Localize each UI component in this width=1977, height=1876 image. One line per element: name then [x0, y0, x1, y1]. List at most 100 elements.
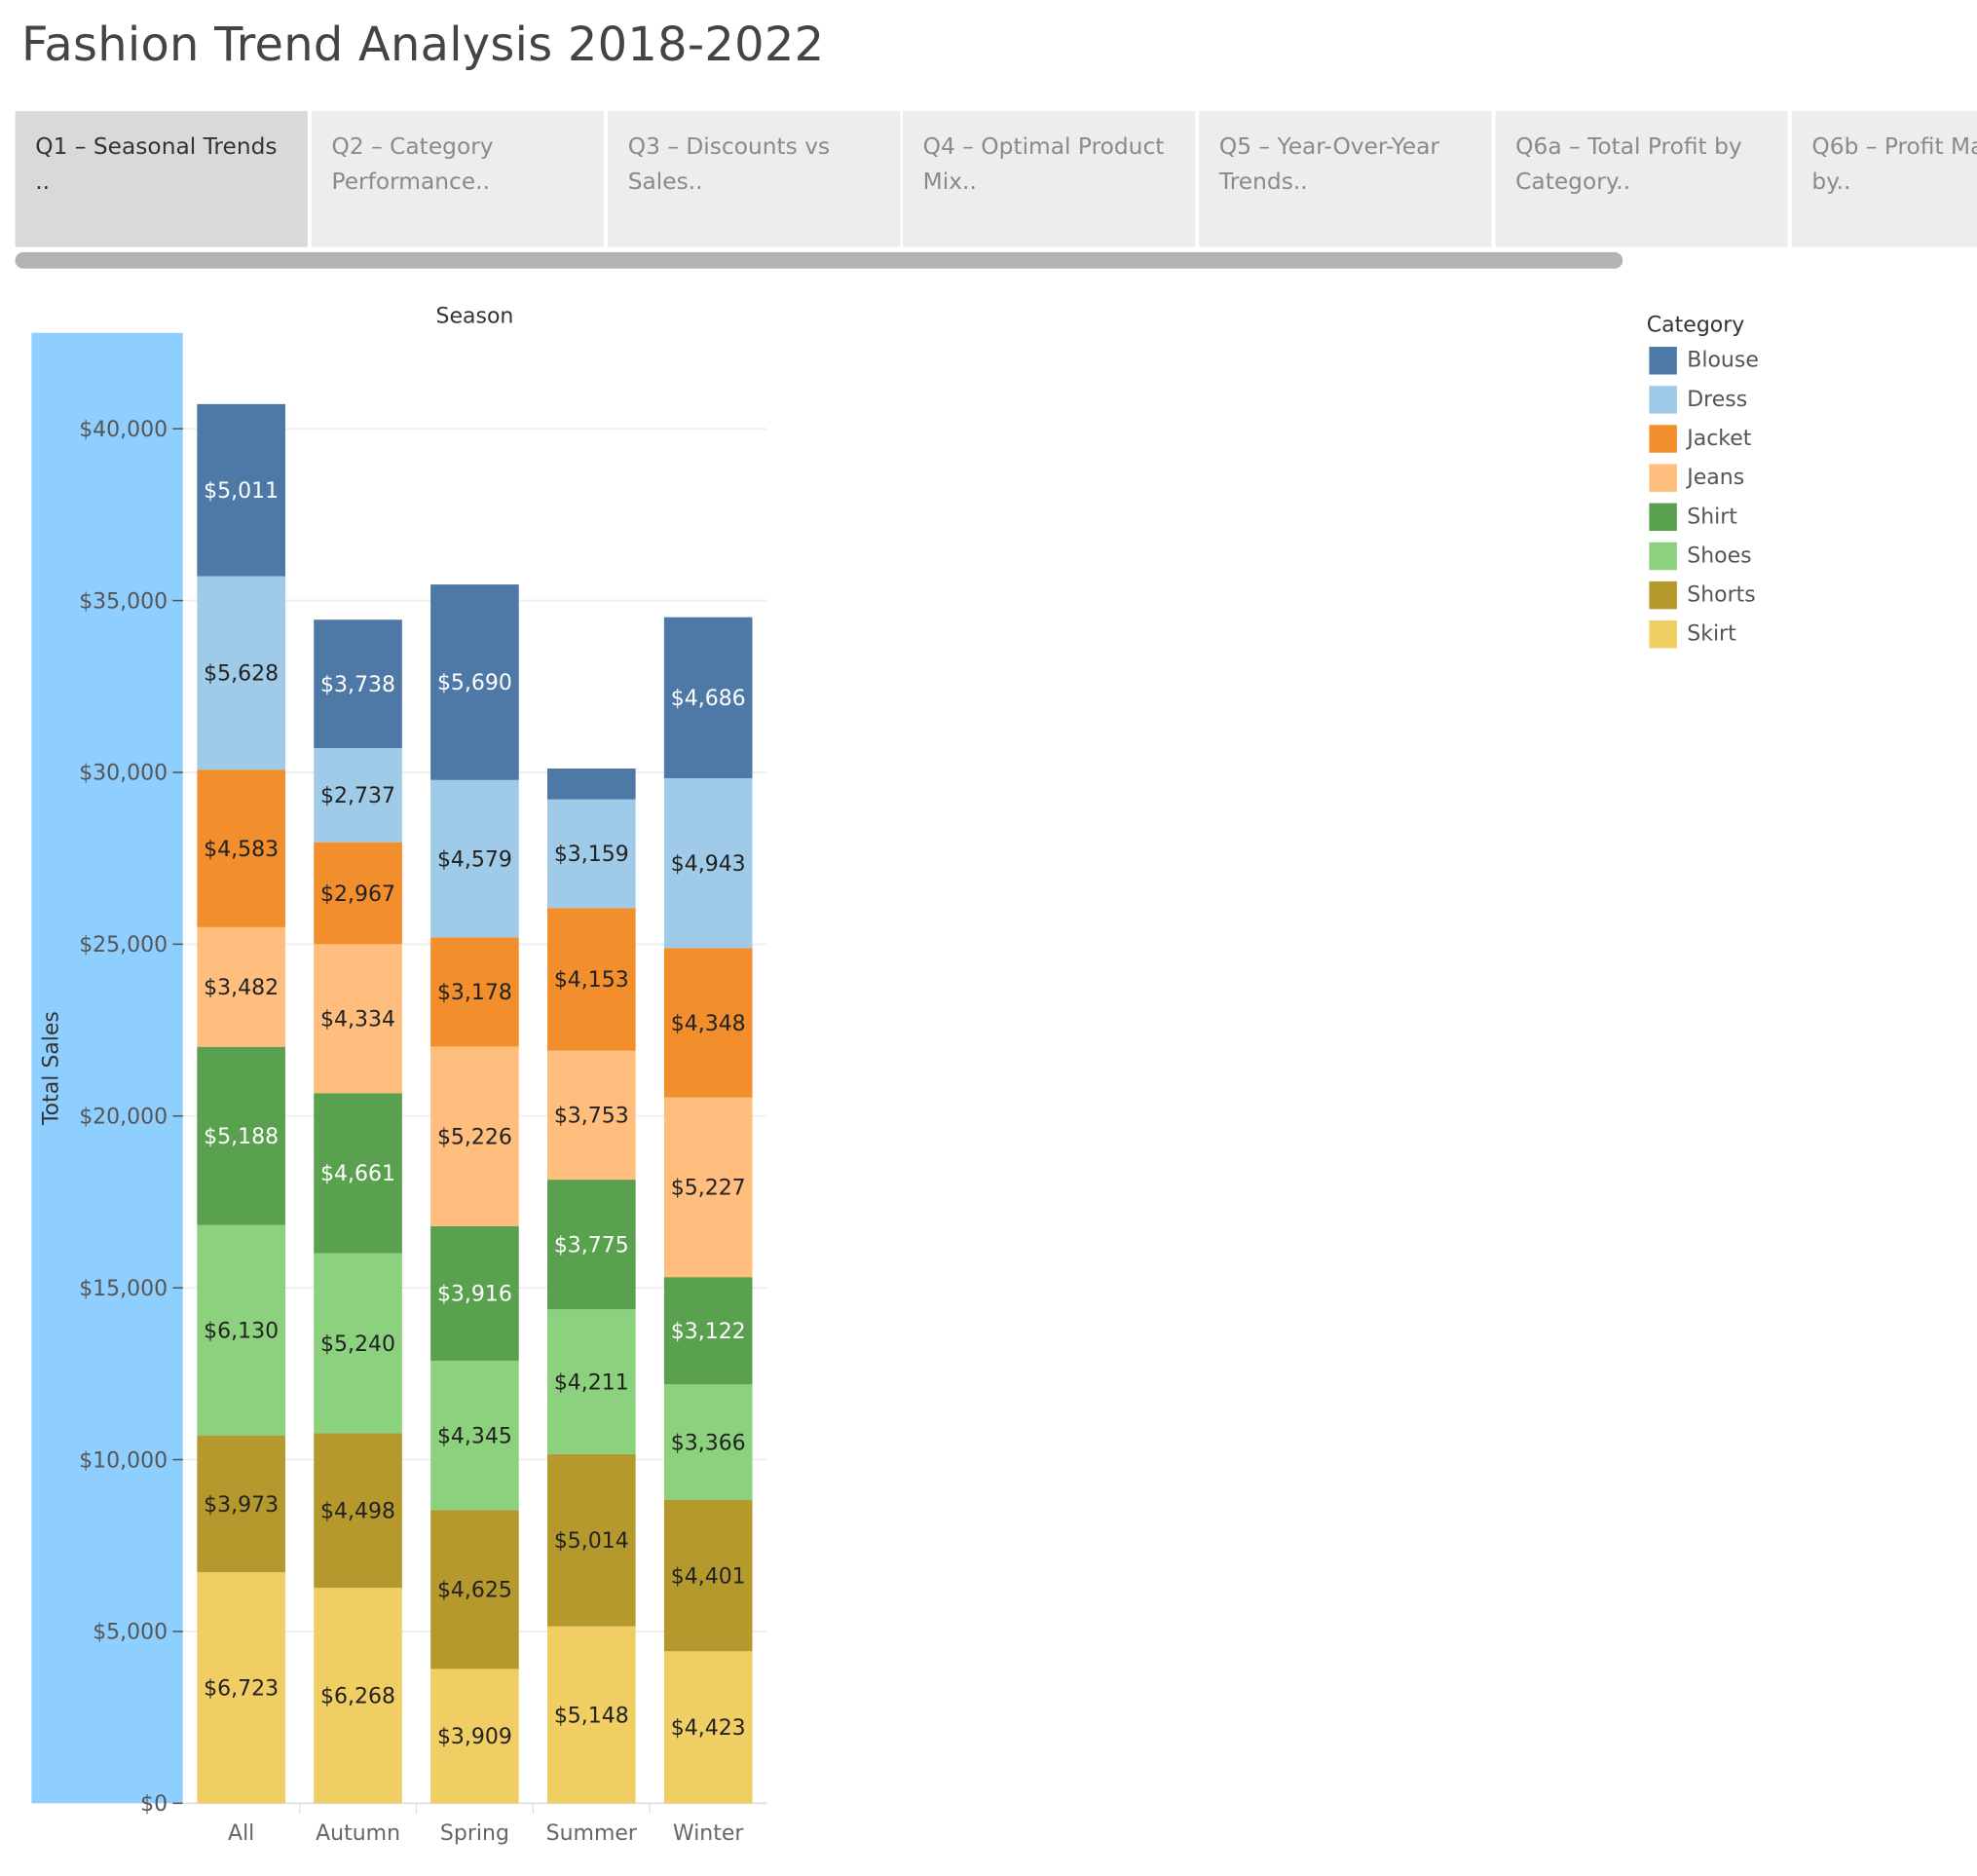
bar-data-label: $4,153	[554, 968, 629, 993]
bar-data-label: $3,482	[204, 976, 279, 1000]
legend-label: Dress	[1687, 386, 1748, 412]
legend-title: Category	[1646, 313, 1745, 338]
bar-segment-summer-shirt	[547, 1180, 636, 1310]
bar-segment-all-shirt	[197, 1046, 285, 1225]
stacked-bar-chart: $0 $5,000 $10,000 $15,000 $20,000 $25,000 $30,…	[31, 304, 767, 1846]
bar-data-label: $5,226	[437, 1125, 512, 1149]
bar-segment-all-jacket	[197, 769, 285, 927]
tab-q3-discounts-vs-sales[interactable]: Q3 – Discounts vs Sales..	[608, 110, 901, 247]
bar-data-label: $4,625	[437, 1579, 512, 1603]
legend-item-dress[interactable]: Dress	[1647, 380, 1899, 419]
legend-item-jeans[interactable]: Jeans	[1647, 458, 1899, 497]
legend-swatch	[1649, 424, 1677, 453]
legend-label: Blouse	[1687, 347, 1759, 373]
bar-data-label: $4,943	[671, 852, 746, 877]
bar-data-label: $3,753	[554, 1105, 629, 1129]
x-tick-label: Spring	[440, 1821, 509, 1846]
bar-segment-spring-jeans	[430, 1046, 519, 1226]
bar-data-label: $3,366	[671, 1431, 746, 1455]
bar-data-label: $5,014	[554, 1529, 629, 1554]
legend-label: Skirt	[1687, 620, 1736, 647]
bar-segment-autumn-shirt	[314, 1093, 402, 1254]
bar-data-label: $2,737	[320, 784, 395, 808]
bar-segment-winter-dress	[663, 777, 753, 949]
tab-q5-year-over-year-trends[interactable]: Q5 – Year-Over-Year Trends..	[1199, 110, 1492, 247]
bar-segment-winter-jacket	[663, 948, 753, 1098]
bar-segment-autumn-jacket	[314, 842, 402, 945]
legend-item-shoes[interactable]: Shoes	[1647, 536, 1899, 575]
bar-segment-autumn-jeans	[314, 944, 402, 1094]
bar-data-label: $2,967	[320, 882, 395, 907]
x-tick-label: Winter	[673, 1821, 744, 1846]
bar-data-label: $4,686	[671, 687, 746, 711]
bar-segment-spring-dress	[430, 779, 519, 938]
bar-segment-summer-jacket	[547, 908, 636, 1051]
bar-segment-all-blouse	[197, 403, 285, 577]
bar-data-label: $4,423	[671, 1716, 746, 1741]
bar-data-label: $6,268	[320, 1685, 395, 1709]
bar-segment-winter-jeans	[663, 1097, 753, 1278]
bar-segment-spring-blouse	[430, 584, 519, 780]
bar-segment-all-dress	[197, 576, 285, 770]
y-axis-band	[31, 332, 183, 1804]
tab-strip-scrollbar[interactable]	[15, 251, 1623, 269]
bar-data-label: $4,583	[204, 838, 279, 862]
bar-segment-summer-dress	[547, 799, 636, 909]
bar-segment-all-skirt	[197, 1572, 285, 1804]
legend-swatch	[1649, 542, 1677, 570]
bar-segment-winter-blouse	[663, 617, 753, 778]
bar-data-label: $4,348	[671, 1012, 746, 1036]
column-header: Season	[436, 304, 514, 328]
bar-segment-winter-shirt	[663, 1277, 753, 1385]
y-tick-label: $20,000	[79, 1106, 168, 1130]
legend-label: Shorts	[1687, 582, 1756, 608]
legend-swatch	[1649, 463, 1677, 492]
y-tick-label: $35,000	[79, 589, 168, 614]
legend-label: Jeans	[1687, 465, 1745, 490]
y-tick-label: $25,000	[79, 933, 168, 957]
bar-segment-all-jeans	[197, 926, 285, 1047]
bar-segment-spring-shirt	[430, 1225, 519, 1361]
bar-data-label: $3,775	[554, 1233, 629, 1257]
legend-item-shorts[interactable]: Shorts	[1647, 575, 1899, 614]
tab-q6b-profit-margin[interactable]: Q6b – Profit Margin % by..	[1791, 110, 1977, 247]
bar-segment-autumn-shoes	[314, 1253, 402, 1434]
bar-segment-spring-shorts	[430, 1510, 519, 1670]
y-tick-label: $10,000	[79, 1448, 168, 1473]
legend-item-blouse[interactable]: Blouse	[1647, 341, 1899, 380]
tab-q2-category-performance[interactable]: Q2 – Category Performance..	[311, 110, 605, 247]
legend-swatch	[1649, 385, 1677, 413]
legend-item-jacket[interactable]: Jacket	[1647, 419, 1899, 458]
bar-data-label: $3,178	[437, 981, 512, 1005]
y-tick-label: $15,000	[79, 1277, 168, 1301]
bar-segment-summer-shoes	[547, 1309, 636, 1454]
bar-data-label: $5,240	[320, 1332, 395, 1357]
x-tick-label: Summer	[546, 1821, 638, 1846]
bar-segment-winter-skirt	[663, 1651, 753, 1804]
legend-label: Jacket	[1687, 425, 1752, 451]
bar-data-label: $4,401	[671, 1564, 746, 1589]
bar-segment-winter-shoes	[663, 1384, 753, 1501]
bar-data-label: $4,211	[554, 1370, 629, 1395]
y-tick-label: $40,000	[79, 418, 168, 442]
bar-data-label: $5,011	[204, 479, 279, 504]
legend-item-skirt[interactable]: Skirt	[1647, 614, 1899, 653]
bar-data-label: $3,909	[437, 1725, 512, 1749]
bar-segment-summer-blouse	[547, 768, 636, 800]
bar-data-label: $4,334	[320, 1008, 395, 1032]
legend-swatch	[1649, 581, 1677, 609]
legend-label: Shirt	[1687, 504, 1737, 530]
bar-data-label: $5,690	[437, 671, 512, 695]
bar-data-label: $5,188	[204, 1125, 279, 1149]
bar-segment-autumn-shorts	[314, 1433, 402, 1589]
bar-segment-summer-jeans	[547, 1050, 636, 1181]
bar-data-label: $6,130	[204, 1320, 279, 1344]
tab-q4-optimal-product-mix[interactable]: Q4 – Optimal Product Mix..	[902, 110, 1196, 247]
legend-item-shirt[interactable]: Shirt	[1647, 497, 1899, 536]
tab-q1-seasonal-trends[interactable]: Q1 – Seasonal Trends ..	[15, 110, 308, 247]
bar-segment-spring-jacket	[430, 937, 519, 1047]
legend-label: Shoes	[1687, 543, 1752, 569]
bar-data-label: $3,159	[554, 843, 629, 867]
tab-q6a-total-profit[interactable]: Q6a – Total Profit by Category..	[1495, 110, 1788, 247]
